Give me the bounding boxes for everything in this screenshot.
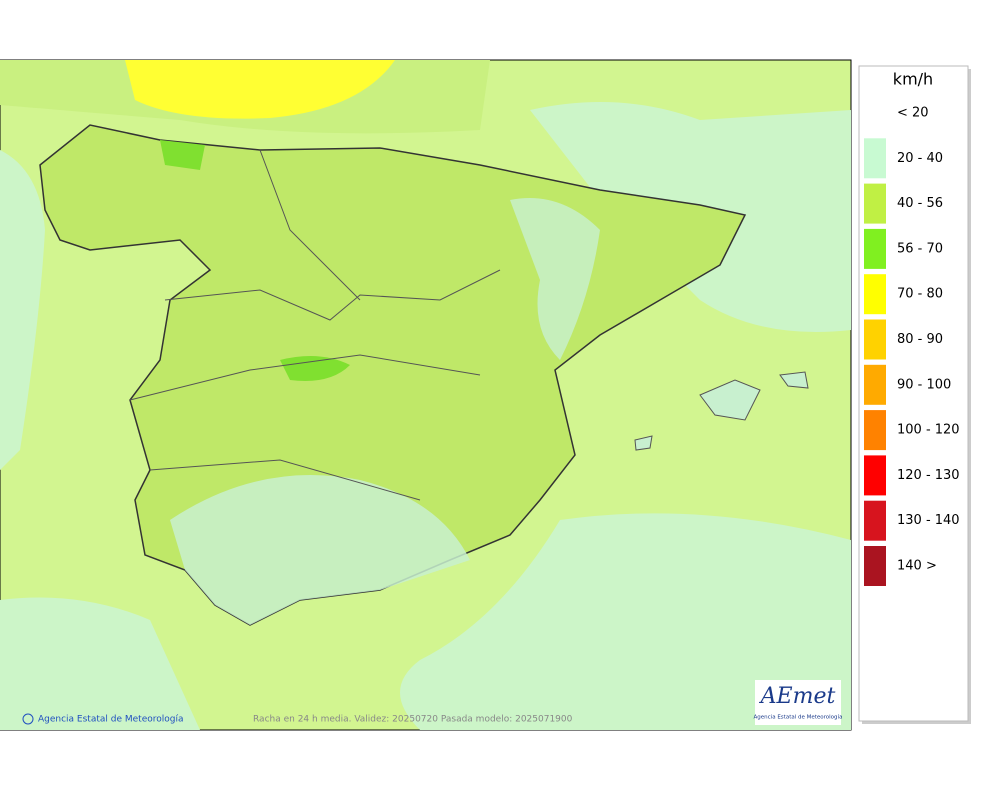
wind-area <box>280 356 350 381</box>
map: Agencia Estatal de Meteorología Racha en… <box>0 59 852 731</box>
legend-label: 140 > <box>897 559 937 574</box>
island <box>699 379 761 421</box>
legend-swatch <box>864 274 886 315</box>
legend-label: < 20 <box>897 106 929 121</box>
legend-swatch <box>864 228 886 269</box>
copyright-text: Agencia Estatal de Meteorología <box>38 715 184 725</box>
legend: km/h < 20 20 - 40 40 - 56 56 - 70 70 - 80 80 … <box>858 65 971 724</box>
wind-area <box>0 150 45 470</box>
legend-swatch <box>864 500 886 541</box>
logo-subtitle: Agencia Estatal de Meteorología <box>754 714 843 721</box>
legend-swatch <box>864 546 886 586</box>
legend-label: 80 - 90 <box>897 332 943 347</box>
legend-label: 70 - 80 <box>897 287 943 302</box>
legend-swatch <box>864 319 886 360</box>
legend-label: 120 - 130 <box>897 468 960 483</box>
legend-label: 40 - 56 <box>897 196 943 211</box>
legend-swatch <box>864 183 886 224</box>
island <box>634 435 653 451</box>
island <box>779 371 809 389</box>
legend-label: 20 - 40 <box>897 151 943 166</box>
logo-box <box>755 680 841 725</box>
wind-area <box>160 140 205 170</box>
logo-name: AEmet <box>759 684 836 709</box>
legend-swatch <box>864 455 886 496</box>
wind-area <box>125 60 395 119</box>
legend-label: 130 - 140 <box>897 513 960 528</box>
legend-swatch <box>864 138 886 179</box>
legend-label: 90 - 100 <box>897 377 951 392</box>
region-borders <box>129 149 501 501</box>
legend-label: 56 - 70 <box>897 241 943 256</box>
caption: Racha en 24 h media. Validez: 20250720 P… <box>253 715 573 725</box>
legend-swatch <box>864 410 886 451</box>
wind-area <box>510 198 600 360</box>
wind-area <box>170 475 470 625</box>
wind-area <box>400 513 851 730</box>
legend-swatch <box>864 364 886 405</box>
wind-area <box>0 597 200 730</box>
legend-title: km/h <box>893 70 933 89</box>
copyright-icon <box>22 713 34 725</box>
legend-label: 100 - 120 <box>897 423 960 438</box>
